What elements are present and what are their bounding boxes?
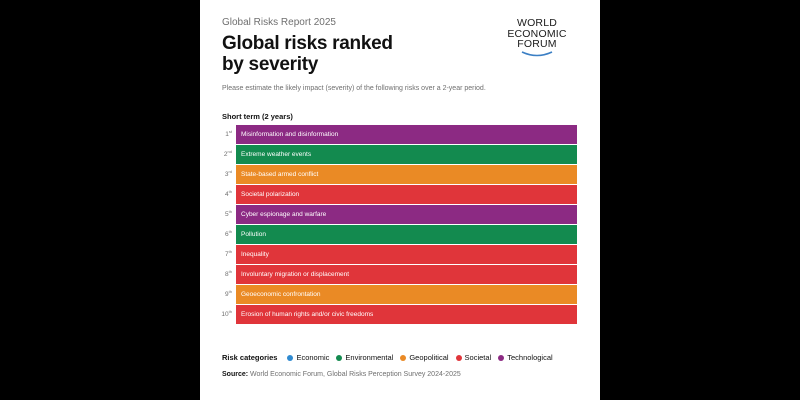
risk-rank-suffix: th bbox=[228, 269, 232, 274]
risk-rank: 9th bbox=[210, 289, 232, 298]
legend-dot-icon bbox=[287, 354, 294, 361]
risk-rank: 3rd bbox=[210, 169, 232, 178]
risk-rank-suffix: th bbox=[228, 309, 232, 314]
risk-bar: Misinformation and disinformation bbox=[236, 125, 577, 144]
risk-rank: 6th bbox=[210, 229, 232, 238]
risk-rank: 1st bbox=[210, 129, 232, 138]
risk-rank-number: 3 bbox=[224, 171, 229, 179]
risk-ranking-list: 1st Misinformation and disinformation 2nd E… bbox=[210, 125, 577, 325]
legend-item: Societal bbox=[455, 353, 492, 362]
risk-rank-number: 5 bbox=[225, 211, 229, 219]
logo-line-2: ECONOMIC bbox=[507, 27, 567, 40]
risk-row: 3rd State-based armed conflict bbox=[210, 165, 577, 184]
source-label: Source: bbox=[222, 371, 249, 378]
risk-rank-number: 4 bbox=[225, 191, 229, 199]
risk-rank-suffix: th bbox=[228, 249, 232, 254]
legend-label: Societal bbox=[464, 353, 492, 362]
risk-rank-number: 2 bbox=[223, 151, 228, 159]
survey-question: Please estimate the likely impact (sever… bbox=[222, 85, 486, 92]
logo-line-3: FORUM bbox=[517, 38, 557, 50]
risk-row: 1st Misinformation and disinformation bbox=[210, 125, 577, 144]
risk-row: 4th Societal polarization bbox=[210, 185, 577, 204]
risk-rank: 2nd bbox=[210, 149, 232, 158]
source-note: Source: World Economic Forum, Global Ris… bbox=[222, 371, 461, 378]
risk-rank: 8th bbox=[210, 269, 232, 278]
risk-rank-suffix: th bbox=[228, 289, 232, 294]
risk-rank: 7th bbox=[210, 249, 232, 258]
risk-bar: Pollution bbox=[236, 225, 577, 244]
category-legend: Risk categories Economic Environmental Geo… bbox=[222, 353, 560, 362]
risk-rank-number: 1 bbox=[225, 131, 229, 139]
risk-bar: Involuntary migration or displacement bbox=[236, 265, 577, 284]
risk-row: 10th Erosion of human rights and/or civic… bbox=[210, 305, 577, 324]
risk-rank: 10th bbox=[210, 309, 232, 318]
logo-arc-icon bbox=[521, 50, 553, 56]
legend-label: Geopolitical bbox=[409, 353, 449, 362]
risk-row: 8th Involuntary migration or displacement bbox=[210, 265, 577, 284]
page-title-line-1: Global risks ranked bbox=[222, 33, 393, 54]
risk-rank-suffix: rd bbox=[228, 169, 232, 174]
risk-row: 5th Cyber espionage and warfare bbox=[210, 205, 577, 224]
risk-bar: State-based armed conflict bbox=[236, 165, 577, 184]
section-label: Short term (2 years) bbox=[222, 112, 293, 121]
risk-rank-suffix: nd bbox=[227, 149, 232, 154]
risk-rank-suffix: th bbox=[228, 209, 232, 214]
legend-item: Economic bbox=[287, 353, 329, 362]
risk-bar: Geoeconomic confrontation bbox=[236, 285, 577, 304]
risk-rank: 4th bbox=[210, 189, 232, 198]
legend-item: Technological bbox=[498, 353, 553, 362]
legend-dot-icon bbox=[336, 354, 343, 361]
legend-label: Technological bbox=[507, 353, 553, 362]
risk-bar: Erosion of human rights and/or civic fre… bbox=[236, 305, 577, 324]
legend-item: Environmental bbox=[336, 353, 393, 362]
wef-logo: WORLD ECONOMIC FORUM bbox=[502, 18, 572, 57]
page-title-line-2: by severity bbox=[222, 54, 318, 75]
risk-bar: Extreme weather events bbox=[236, 145, 577, 164]
risk-row: 7th Inequality bbox=[210, 245, 577, 264]
legend-items: Economic Environmental Geopolitical Societa… bbox=[287, 353, 559, 362]
legend-dot-icon bbox=[455, 354, 462, 361]
risk-bar: Cyber espionage and warfare bbox=[236, 205, 577, 224]
risk-rank-number: 6 bbox=[225, 231, 229, 239]
risk-rank: 5th bbox=[210, 209, 232, 218]
risk-bar: Inequality bbox=[236, 245, 577, 264]
legend-dot-icon bbox=[498, 354, 505, 361]
risk-row: 9th Geoeconomic confrontation bbox=[210, 285, 577, 304]
report-card: Global Risks Report 2025 Global risks ra… bbox=[200, 0, 600, 400]
legend-item: Geopolitical bbox=[400, 353, 449, 362]
risk-rank-number: 10 bbox=[221, 311, 229, 319]
risk-row: 2nd Extreme weather events bbox=[210, 145, 577, 164]
legend-title: Risk categories bbox=[222, 353, 278, 362]
source-text: World Economic Forum, Global Risks Perce… bbox=[250, 371, 461, 378]
risk-rank-suffix: th bbox=[228, 229, 232, 234]
legend-label: Economic bbox=[296, 353, 330, 362]
risk-rank-number: 9 bbox=[225, 291, 229, 299]
risk-bar: Societal polarization bbox=[236, 185, 577, 204]
risk-rank-suffix: st bbox=[228, 129, 232, 134]
page-title: Global risks ranked by severity bbox=[222, 33, 393, 75]
legend-dot-icon bbox=[400, 354, 407, 361]
risk-rank-number: 8 bbox=[225, 271, 229, 279]
report-label: Global Risks Report 2025 bbox=[222, 17, 336, 28]
risk-rank-number: 7 bbox=[225, 251, 229, 259]
legend-label: Environmental bbox=[345, 353, 394, 362]
risk-rank-suffix: th bbox=[228, 189, 232, 194]
logo-line-1: WORLD bbox=[516, 17, 558, 29]
risk-row: 6th Pollution bbox=[210, 225, 577, 244]
